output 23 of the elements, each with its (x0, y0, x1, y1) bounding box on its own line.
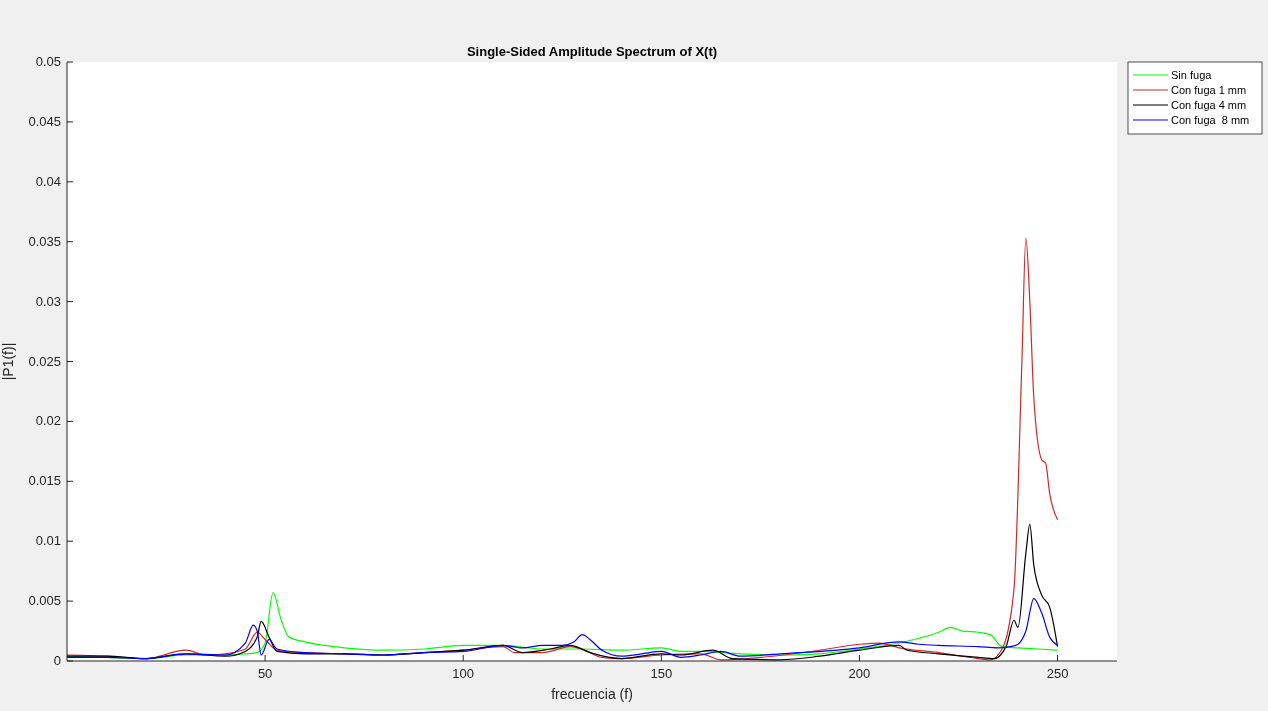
chart-title: Single-Sided Amplitude Spectrum of X(t) (466, 44, 718, 59)
y-tick-label: 0.05 (35, 54, 61, 69)
y-tick-label: 0.045 (28, 113, 61, 129)
y-tick-label: 0.015 (28, 473, 61, 489)
x-tick-label: 250 (1046, 666, 1069, 681)
y-tick-label: 0.005 (28, 593, 61, 609)
legend-label: Con fuga 4 mm (1171, 99, 1247, 111)
legend-label: Sin fuga (1171, 69, 1213, 81)
x-tick-label: 100 (452, 666, 475, 681)
legend-label: Con fuga 8 mm (1171, 114, 1250, 126)
y-tick-label: 0.04 (35, 173, 61, 189)
legend-label: Con fuga 1 mm (1171, 84, 1247, 96)
y-tick-label: 0.03 (35, 293, 61, 309)
x-tick-label: 150 (650, 666, 673, 681)
x-tick-label: 50 (257, 666, 273, 681)
y-tick-label: 0 (53, 653, 61, 668)
y-axis-title: |P1(f)| (0, 342, 16, 381)
y-tick-label: 0.025 (28, 353, 61, 369)
y-tick-label: 0.01 (35, 533, 61, 549)
y-tick-label: 0.02 (35, 413, 61, 429)
y-tick-label: 0.035 (28, 233, 61, 249)
x-tick-label: 200 (848, 666, 871, 681)
x-axis-title: frecuencia (f) (551, 686, 633, 702)
